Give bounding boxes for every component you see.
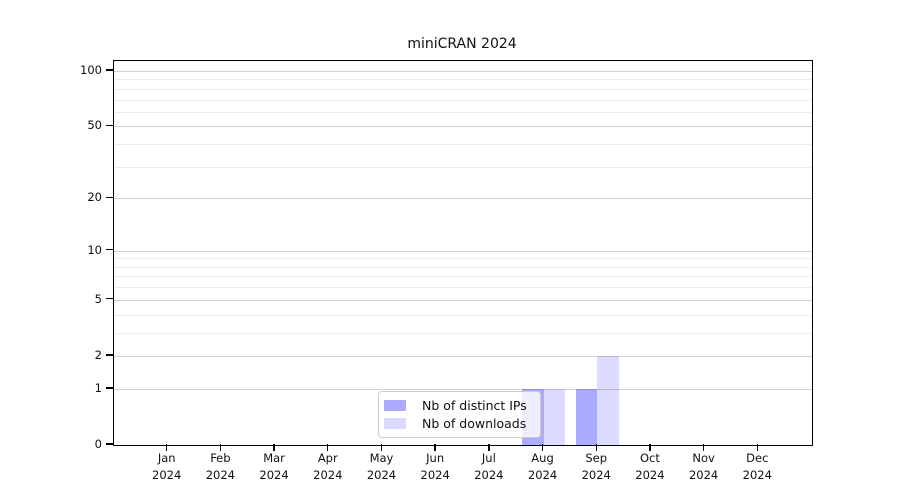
x-tick-label: Apr 2024 [298, 450, 358, 483]
legend-swatch-distinct-ips [384, 400, 406, 411]
y-tick-label: 0 [94, 437, 102, 451]
gridline-minor [114, 258, 812, 260]
x-tick-label-line: Nov [692, 451, 715, 465]
x-tick-mark [595, 444, 597, 451]
x-tick-label-line: Apr [317, 451, 338, 465]
y-tick-mark [106, 69, 113, 71]
gridline-major [114, 250, 812, 252]
legend: Nb of distinct IPs Nb of downloads [378, 391, 541, 438]
gridline-major [114, 388, 812, 390]
x-tick-label-line: Sep [585, 451, 608, 465]
y-tick-label: 100 [80, 63, 102, 77]
gridline-minor [114, 111, 812, 113]
gridline-minor [114, 266, 812, 268]
x-tick-mark [756, 444, 758, 451]
gridline-minor [114, 276, 812, 278]
x-tick-label-line: 2024 [420, 467, 450, 482]
legend-item-distinct-ips: Nb of distinct IPs [384, 397, 532, 414]
y-tick-label: 2 [94, 347, 102, 362]
x-tick-label: Mar 2024 [244, 450, 304, 483]
x-tick-mark [488, 444, 490, 451]
y-tick-mark [106, 298, 113, 300]
x-tick-mark [649, 444, 651, 451]
x-tick-mark [541, 444, 544, 451]
y-tick-mark [106, 354, 113, 356]
x-tick-label-line: Dec [746, 451, 769, 465]
x-tick-label: May 2024 [351, 450, 411, 483]
x-tick-label-line: Jun [426, 451, 445, 465]
gridline-major [114, 299, 812, 301]
y-tick-mark [106, 443, 113, 445]
gridline-major [114, 126, 812, 128]
x-tick-label-line: Jul [481, 451, 496, 465]
x-tick-label: Dec 2024 [727, 450, 787, 483]
x-tick-label: Sep 2024 [566, 450, 626, 483]
x-tick-label-line: Feb [210, 451, 231, 465]
y-tick-mark [106, 124, 113, 127]
x-tick-mark [219, 444, 222, 451]
x-tick-label-line: 2024 [366, 467, 397, 482]
x-tick-label: Jun 2024 [405, 450, 465, 483]
y-tick-label: 20 [87, 190, 102, 205]
x-tick-label: Oct 2024 [620, 450, 680, 483]
x-tick-label-line: 2024 [152, 467, 182, 482]
x-tick-label-line: 2024 [259, 467, 289, 482]
y-tick-mark [106, 196, 113, 198]
x-tick-mark [165, 444, 168, 451]
gridline-minor [114, 287, 812, 289]
gridline-minor [114, 88, 812, 90]
gridline-minor [114, 99, 812, 101]
x-tick-label: Jan 2024 [137, 450, 197, 483]
gridline-minor [114, 79, 812, 81]
x-tick-label-line: 2024 [688, 467, 719, 482]
x-tick-mark [380, 444, 383, 451]
y-tick-mark [106, 387, 113, 389]
plot-area [113, 60, 813, 446]
y-tick-mark [106, 248, 113, 251]
x-tick-label-line: Oct [639, 451, 660, 465]
gridline-minor [114, 332, 812, 334]
gridline-minor [114, 166, 812, 168]
x-tick-label: Jul 2024 [459, 450, 519, 483]
legend-label-downloads: Nb of downloads [422, 416, 527, 431]
x-tick-label: Feb 2024 [190, 450, 250, 483]
y-tick-label: 1 [94, 380, 102, 395]
x-tick-label-line: Mar [263, 451, 285, 465]
bar-downloads [597, 355, 619, 445]
x-tick-label-line: 2024 [635, 467, 665, 482]
x-tick-label-line: 2024 [742, 467, 772, 482]
x-tick-label-line: 2024 [313, 467, 343, 482]
gridline-minor [114, 314, 812, 316]
y-tick-label: 10 [87, 242, 102, 257]
gridline-major [114, 355, 812, 357]
legend-swatch-downloads [384, 418, 406, 429]
bar-distinct-ips [575, 388, 598, 445]
x-tick-mark [273, 444, 275, 451]
chart-title: miniCRAN 2024 [407, 36, 517, 52]
gridline-major [114, 71, 812, 72]
bar-downloads [543, 388, 566, 445]
x-tick-label-line: 2024 [581, 467, 611, 482]
x-tick-label-line: Aug [531, 451, 554, 465]
x-tick-mark [434, 444, 436, 451]
x-tick-label: Nov 2024 [674, 450, 734, 483]
legend-label-distinct-ips: Nb of distinct IPs [422, 398, 527, 413]
gridline-minor [114, 144, 812, 146]
x-tick-mark [327, 444, 329, 451]
x-tick-label: Aug 2024 [513, 450, 573, 483]
x-tick-mark [702, 444, 705, 451]
x-tick-label-line: Jan [157, 451, 176, 465]
x-tick-label-line: 2024 [474, 467, 504, 482]
x-tick-label-line: 2024 [527, 467, 558, 482]
y-tick-label: 50 [87, 118, 102, 133]
gridline-major [114, 198, 812, 200]
y-tick-label: 5 [94, 291, 102, 306]
x-tick-label-line: May [369, 451, 394, 465]
legend-item-downloads: Nb of downloads [384, 415, 532, 432]
x-tick-label-line: 2024 [205, 467, 236, 482]
